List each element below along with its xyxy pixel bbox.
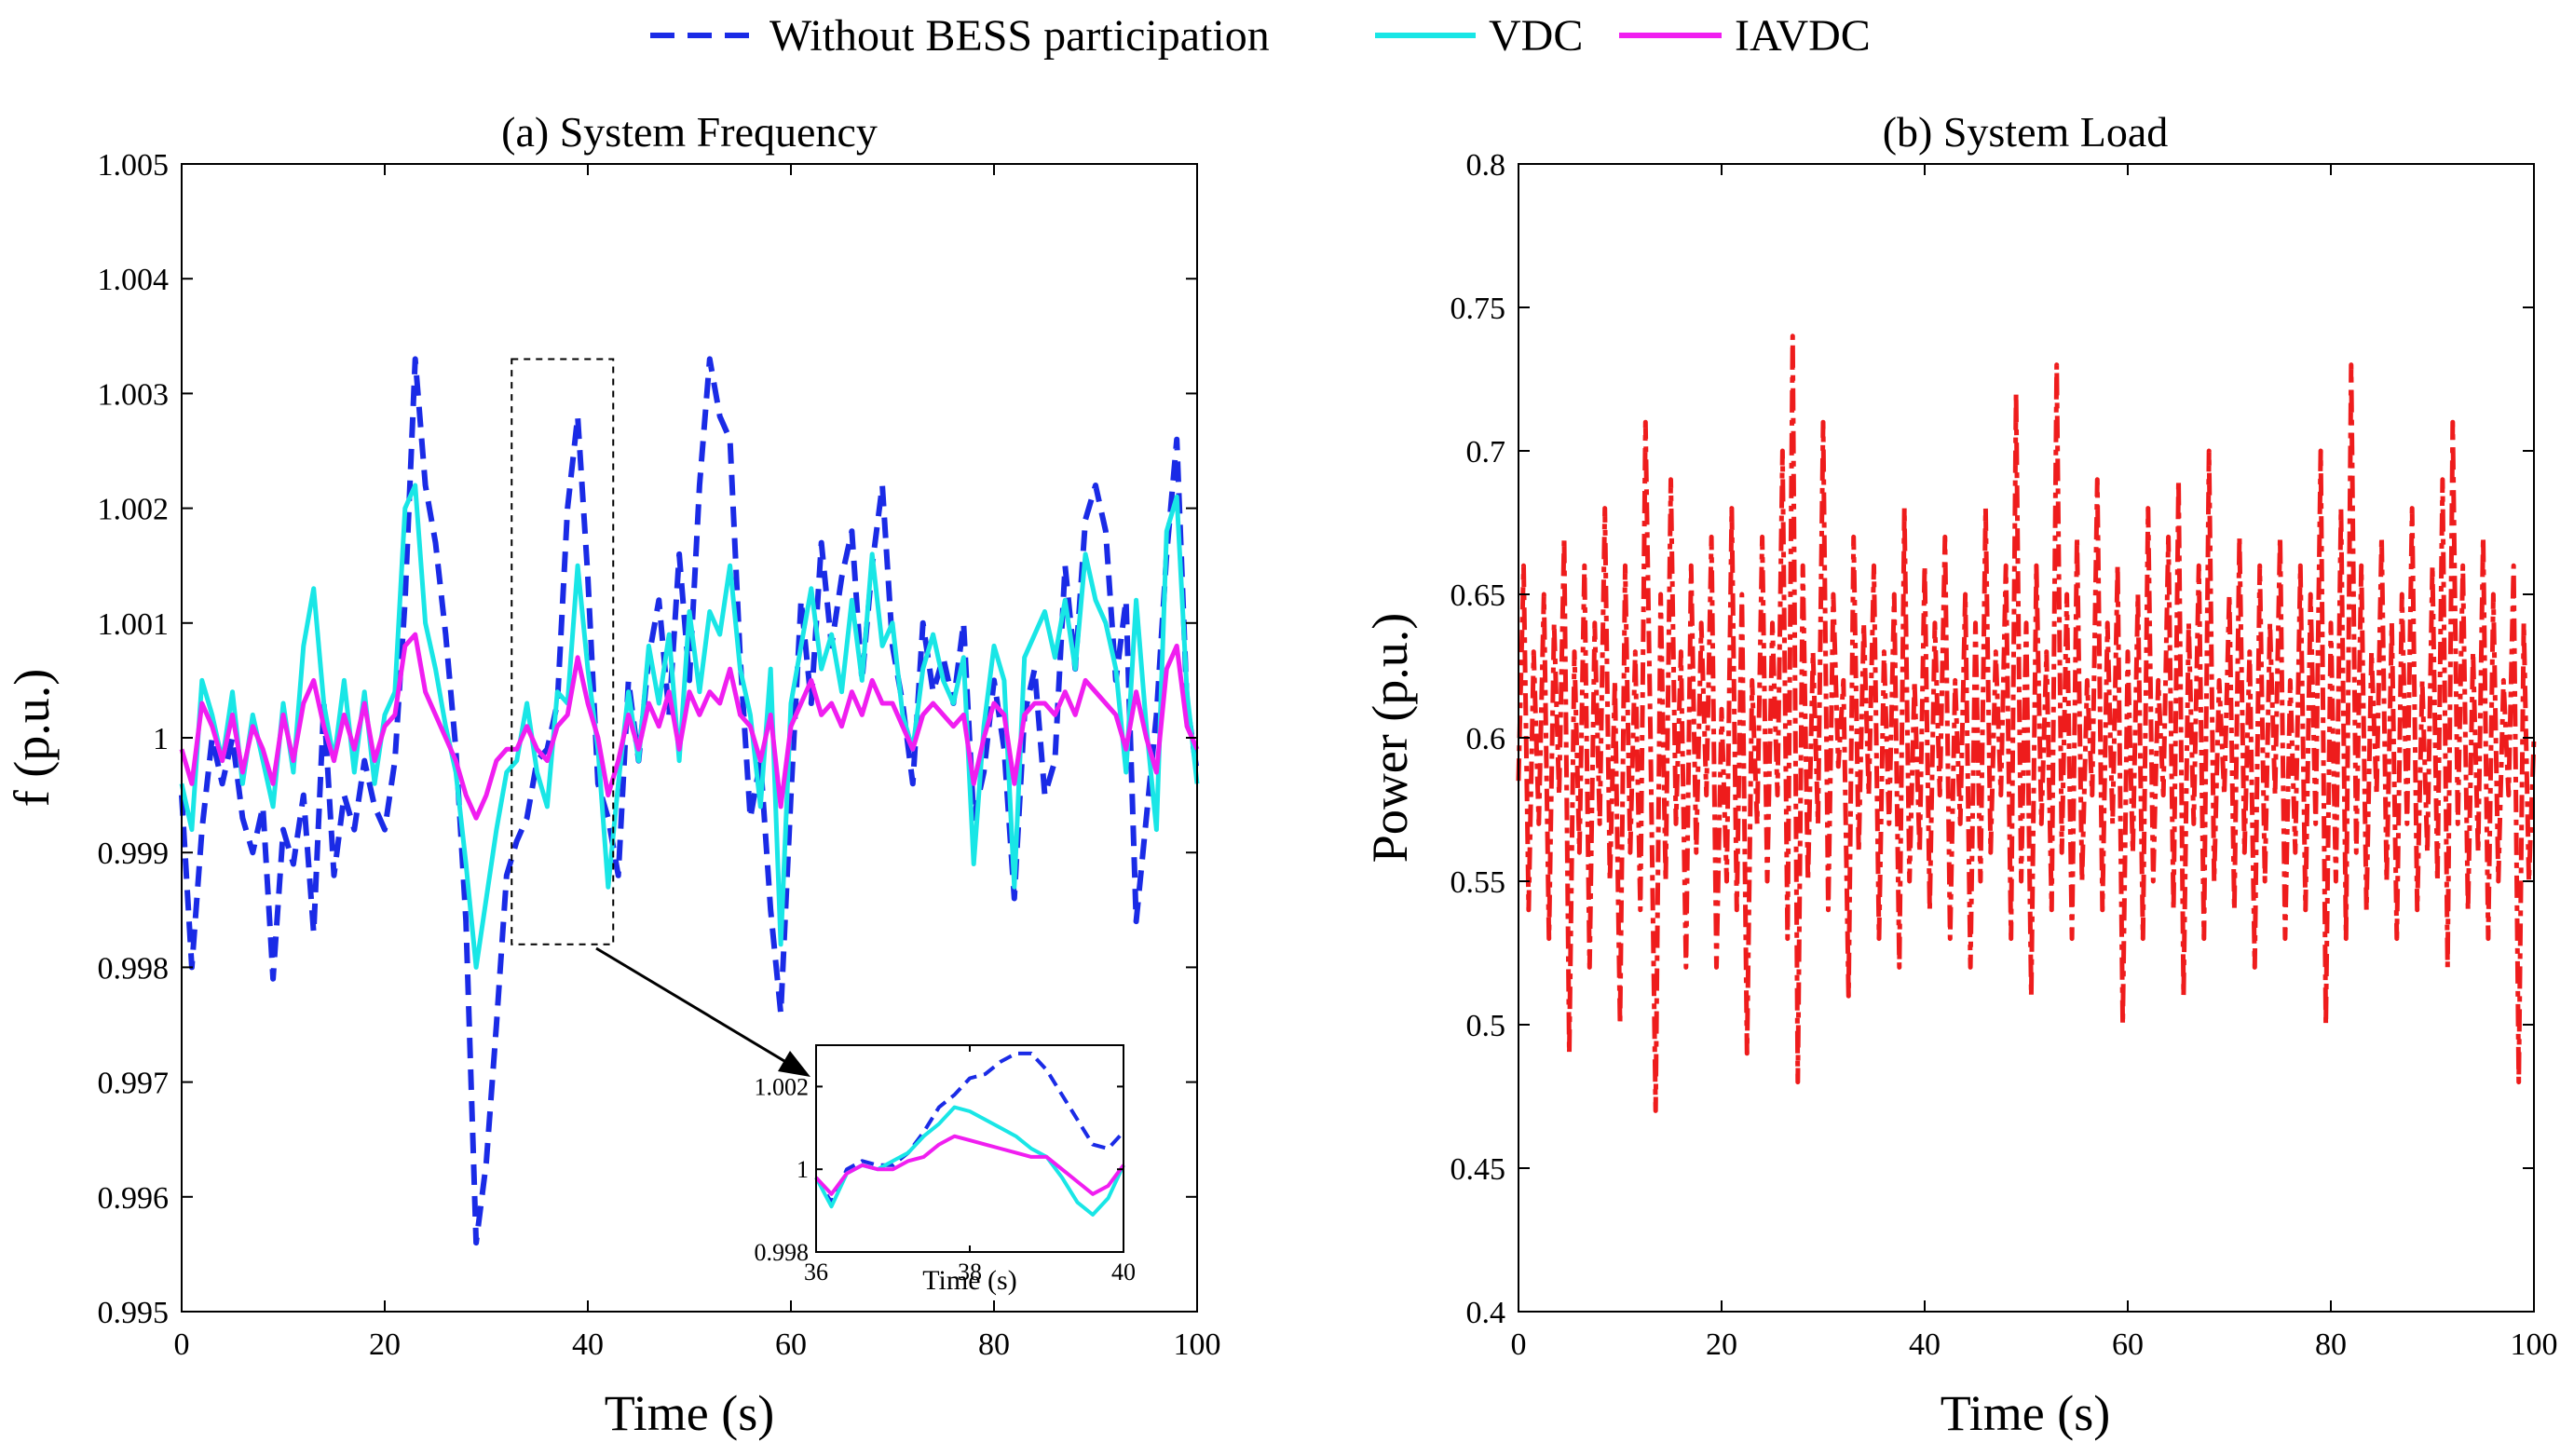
panel-b-xlabel: Time (s) [1941,1385,2111,1441]
inset-series-group [814,1051,1125,1217]
y-tick-label: 0.995 [98,1296,170,1330]
y-tick-label: 0.65 [1450,578,1506,613]
legend-label-iavdc: IAVDC [1735,11,1871,61]
y-tick-label: 1.004 [98,263,170,297]
legend-label-without-bess: Without BESS participation [769,11,1270,61]
x-tick-label: 38 [958,1259,982,1286]
x-tick-label: 0 [174,1327,190,1362]
series-system-load-line [1516,333,2537,1113]
inset: 36 38 40 0.998 1 1.002 Time (s) [755,1044,1136,1296]
y-tick-label: 1.002 [98,493,170,527]
y-tick-label: 1.001 [98,607,170,642]
y-tick-label: 0.998 [755,1239,810,1266]
panel-b-ticks: 0 20 40 60 80 100 0.4 0.45 0.5 0.55 0.6 0.65 0.7 0.75… [1450,148,2558,1362]
y-tick-label: 0.6 [1466,722,1506,756]
panel-b-axes-box [1518,163,2535,1313]
panel-a-zoom-box [511,358,615,946]
legend: Without BESS participation VDC IAVDC [650,11,1871,61]
y-tick-label: 0.7 [1466,435,1506,469]
panel-b: (b) System Load 0 20 40 60 80 100 0.4 0.45 0.5 0.… [1362,108,2558,1441]
series-iavdc-line [179,632,1200,821]
panel-a-ylabel: f (p.u.) [4,669,60,807]
legend-label-vdc: VDC [1489,11,1583,61]
y-tick-label: 0.4 [1466,1296,1506,1330]
zoom-arrow-head [778,1051,810,1077]
y-tick-label: 1.003 [98,377,170,412]
y-tick-label: 0.997 [98,1067,170,1101]
y-tick-label: 1.005 [98,148,170,183]
y-tick-label: 0.998 [98,951,170,986]
x-tick-label: 20 [369,1327,401,1362]
panel-b-ylabel: Power (p.u.) [1362,613,1418,863]
panel-b-series-group [1516,333,2537,1113]
panel-a-series-group [179,356,1200,1246]
series-without-bess-line [179,356,1200,1246]
inset-iavdc-line [814,1134,1125,1196]
panel-a: (a) System Frequency 0 20 40 60 80 100 0.995 0.… [4,108,1221,1441]
x-tick-label: 100 [1174,1327,1221,1362]
y-tick-label: 1.002 [755,1073,810,1100]
panel-a-title: (a) System Frequency [501,108,878,156]
x-tick-label: 60 [2112,1327,2144,1362]
x-tick-label: 80 [2315,1327,2347,1362]
inset-xlabel: Time (s) [922,1265,1016,1296]
x-tick-label: 20 [1706,1327,1737,1362]
panel-b-title: (b) System Load [1883,108,2169,156]
x-tick-label: 40 [572,1327,604,1362]
y-tick-label: 0.996 [98,1181,170,1216]
x-tick-label: 100 [2511,1327,2558,1362]
inset-ticks: 36 38 40 0.998 1 1.002 [755,1045,1136,1286]
y-tick-label: 0.8 [1466,148,1506,183]
inset-background [816,1045,1124,1252]
x-tick-label: 0 [1511,1327,1527,1362]
y-tick-label: 0.45 [1450,1152,1506,1187]
y-tick-label: 0.55 [1450,865,1506,900]
x-tick-label: 80 [978,1327,1010,1362]
y-tick-label: 1 [153,722,169,756]
y-tick-label: 0.75 [1450,292,1506,326]
panel-a-xlabel: Time (s) [605,1385,775,1441]
series-vdc-line [179,483,1200,970]
x-tick-label: 60 [775,1327,807,1362]
x-tick-label: 40 [1111,1259,1136,1286]
y-tick-label: 0.999 [98,837,170,871]
x-tick-label: 36 [804,1259,828,1286]
panel-a-ticks: 0 20 40 60 80 100 0.995 0.996 0.997 0.998 0.999 1 1.… [98,148,1221,1362]
y-tick-label: 1 [797,1156,809,1183]
y-tick-label: 0.5 [1466,1009,1506,1043]
zoom-arrow-line [595,946,795,1068]
x-tick-label: 40 [1909,1327,1941,1362]
inset-without-bess-line [814,1051,1125,1204]
